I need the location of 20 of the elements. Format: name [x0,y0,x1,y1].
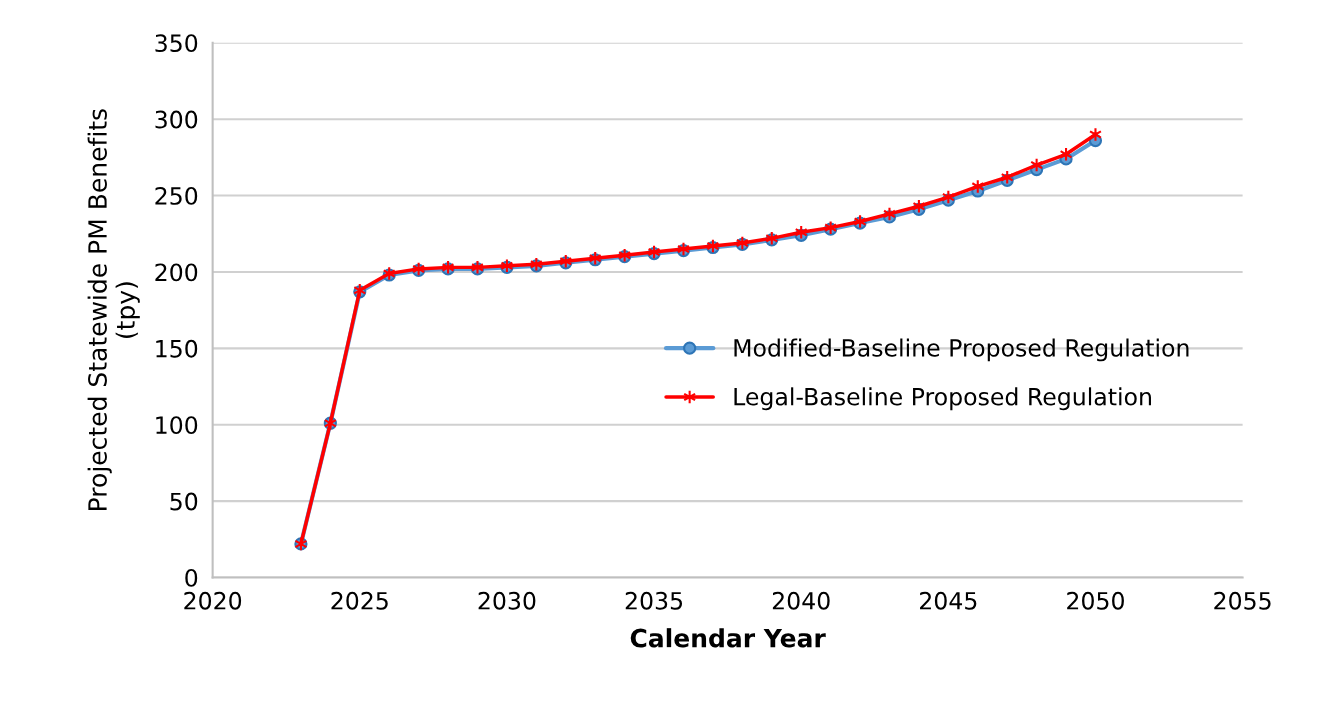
legend-label: Legal-Baseline Proposed Regulation [734,387,1151,411]
x-tick-label: 2030 [478,591,536,610]
y-tick-label: 250 [155,187,198,205]
x-axis-title: Calendar Year [630,628,826,648]
y-tick-label: 200 [155,263,198,282]
x-tick-label: 2050 [1067,591,1124,610]
x-tick-label: 2045 [920,591,977,610]
x-tick-label: 2055 [1214,591,1271,610]
y-tick-label: 300 [155,110,198,129]
y-tick-label: 0 [185,568,198,587]
x-tick-label: 2035 [625,591,683,610]
x-tick-label: 2025 [331,591,388,610]
y-tick-label: 100 [156,416,198,435]
y-tick-label: 350 [155,34,198,53]
x-tick-label: 2040 [772,591,830,610]
x-tick-label: 2020 [184,591,242,610]
legend-label: Modified-Baseline Proposed Regulation [734,338,1189,362]
y-tick-label: 50 [170,492,198,511]
y-axis-title: Projected Statewide PM Benefits (tpy) [87,109,140,510]
y-tick-label: 150 [156,339,198,358]
